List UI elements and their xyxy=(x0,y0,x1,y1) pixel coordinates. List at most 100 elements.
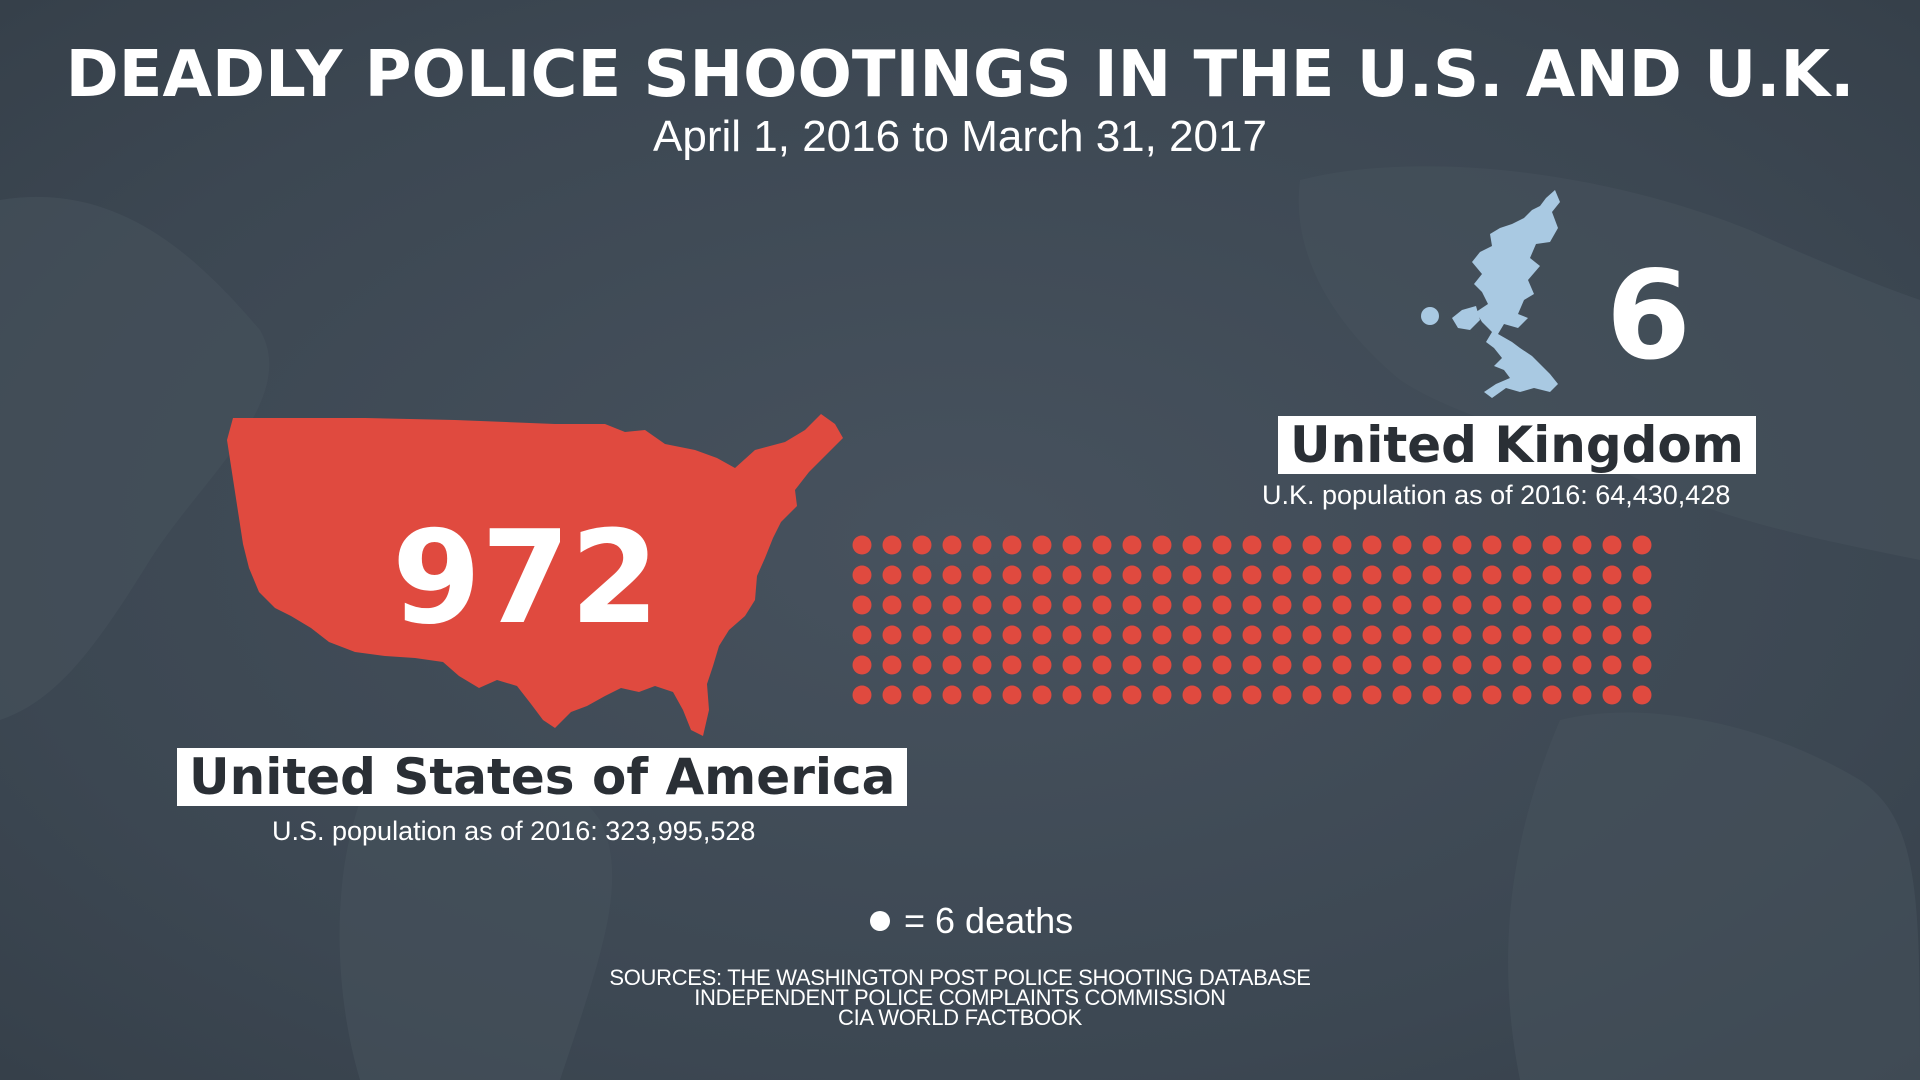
us-death-dot xyxy=(972,535,992,555)
us-death-dot xyxy=(1182,625,1202,645)
us-death-dot xyxy=(1392,625,1412,645)
us-death-dot xyxy=(1182,685,1202,705)
us-population: U.S. population as of 2016: 323,995,528 xyxy=(272,816,756,846)
us-death-dot xyxy=(1152,625,1172,645)
us-death-dot xyxy=(1032,655,1052,675)
us-death-dot xyxy=(852,565,872,585)
us-death-dot xyxy=(1182,595,1202,615)
us-death-dot xyxy=(1482,565,1502,585)
us-death-dot xyxy=(1092,625,1112,645)
us-death-dot xyxy=(1422,535,1442,555)
us-death-dot xyxy=(1002,625,1022,645)
us-death-dot xyxy=(1452,535,1472,555)
us-death-dot xyxy=(1542,535,1562,555)
us-death-dot xyxy=(852,685,872,705)
us-death-dot xyxy=(1272,595,1292,615)
us-value-label: 972 xyxy=(392,504,660,653)
us-death-dot xyxy=(1152,685,1172,705)
us-death-dot xyxy=(1602,595,1622,615)
us-death-dot xyxy=(942,655,962,675)
us-death-dot xyxy=(1032,535,1052,555)
us-death-dot xyxy=(1572,565,1592,585)
us-death-dot xyxy=(1422,595,1442,615)
us-death-dot xyxy=(1212,685,1232,705)
us-death-dot xyxy=(1422,625,1442,645)
us-death-dot xyxy=(942,565,962,585)
us-death-dot xyxy=(1062,685,1082,705)
us-death-dot xyxy=(1332,535,1352,555)
us-death-dot xyxy=(1632,685,1652,705)
us-death-dot xyxy=(1572,625,1592,645)
us-death-dot xyxy=(1512,565,1532,585)
us-death-dot xyxy=(1122,595,1142,615)
us-death-dot xyxy=(1332,625,1352,645)
chart-title: DEADLY POLICE SHOOTINGS IN THE U.S. AND … xyxy=(65,38,1855,112)
us-death-dot xyxy=(1152,655,1172,675)
us-death-dot xyxy=(1572,535,1592,555)
us-death-dot xyxy=(1332,655,1352,675)
us-death-dot xyxy=(1362,655,1382,675)
us-death-dot xyxy=(1542,685,1562,705)
us-death-dot xyxy=(972,595,992,615)
us-death-dot xyxy=(1062,565,1082,585)
us-death-dot xyxy=(1512,535,1532,555)
us-death-dot xyxy=(1422,655,1442,675)
us-death-dot xyxy=(1062,655,1082,675)
uk-value-label: 6 xyxy=(1606,245,1691,387)
us-death-dot xyxy=(1242,625,1262,645)
us-map-icon xyxy=(227,414,843,736)
legend: = 6 deaths xyxy=(870,898,1073,944)
us-death-dot xyxy=(1302,655,1322,675)
us-death-dot xyxy=(1002,535,1022,555)
us-death-dot xyxy=(1482,535,1502,555)
us-death-dot xyxy=(1392,685,1412,705)
legend-dot-icon xyxy=(870,911,890,931)
chart-subtitle: April 1, 2016 to March 31, 2017 xyxy=(653,112,1267,161)
source-line: INDEPENDENT POLICE COMPLAINTS COMMISSION xyxy=(694,985,1226,1010)
us-death-dot xyxy=(1212,625,1232,645)
us-death-dot xyxy=(1062,595,1082,615)
us-death-dot xyxy=(1122,565,1142,585)
us-death-dot xyxy=(882,535,902,555)
us-death-dot xyxy=(1362,625,1382,645)
us-death-dot xyxy=(1542,565,1562,585)
us-death-dot xyxy=(1272,565,1292,585)
us-death-dot xyxy=(1332,595,1352,615)
us-death-dot xyxy=(1212,535,1232,555)
us-death-dot xyxy=(912,625,932,645)
us-death-dot xyxy=(1602,655,1622,675)
us-death-dot xyxy=(1452,595,1472,615)
us-death-dot xyxy=(1602,625,1622,645)
us-death-dot xyxy=(1152,595,1172,615)
us-death-dot xyxy=(1542,595,1562,615)
us-death-dot xyxy=(1152,565,1172,585)
us-death-dot xyxy=(1602,565,1622,585)
us-death-dot xyxy=(1002,655,1022,675)
us-death-dot xyxy=(1332,685,1352,705)
us-death-dot xyxy=(1032,625,1052,645)
us-death-dot xyxy=(1242,655,1262,675)
us-death-dot xyxy=(1482,595,1502,615)
us-death-dot xyxy=(1272,535,1292,555)
us-death-dot xyxy=(1392,655,1412,675)
us-death-dot xyxy=(942,535,962,555)
us-death-dot xyxy=(1452,565,1472,585)
uk-dot xyxy=(1421,307,1439,325)
us-death-dot xyxy=(912,595,932,615)
us-death-dot xyxy=(942,625,962,645)
us-death-dot xyxy=(1122,655,1142,675)
us-death-dot xyxy=(1002,685,1022,705)
us-death-dot xyxy=(1542,655,1562,675)
us-death-dot xyxy=(972,655,992,675)
us-death-dot xyxy=(1632,595,1652,615)
us-death-dot xyxy=(1212,595,1232,615)
us-death-dot xyxy=(1302,595,1322,615)
us-death-dot xyxy=(1632,625,1652,645)
us-death-dot xyxy=(1452,625,1472,645)
us-death-dot xyxy=(1032,685,1052,705)
us-death-dot xyxy=(1272,685,1292,705)
us-death-dot xyxy=(852,595,872,615)
source-line: SOURCES: THE WASHINGTON POST POLICE SHOO… xyxy=(609,965,1311,990)
us-death-dot xyxy=(1182,655,1202,675)
